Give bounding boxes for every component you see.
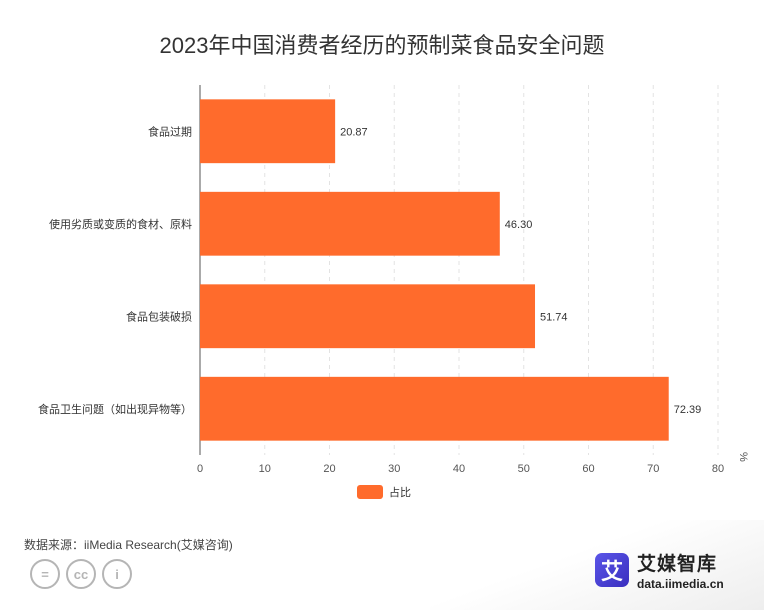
- x-tick-label: 30: [388, 463, 400, 475]
- x-axis-unit: %: [737, 452, 749, 462]
- data-label: 46.30: [505, 219, 533, 231]
- bar: [200, 376, 669, 441]
- no-derivatives-icon: =: [30, 559, 60, 589]
- attribution-icon: i: [102, 559, 132, 589]
- creative-commons-icon: cc: [66, 559, 96, 589]
- category-label: 食品包装破损: [126, 309, 192, 323]
- bar: [200, 191, 500, 256]
- legend-swatch: [357, 485, 383, 499]
- license-badges: = cc i: [30, 559, 138, 589]
- brand-logo-icon: 艾: [595, 553, 629, 587]
- x-tick-label: 50: [518, 463, 530, 475]
- bar: [200, 99, 336, 164]
- x-tick-label: 10: [259, 463, 271, 475]
- x-tick-label: 40: [453, 463, 465, 475]
- x-tick-label: 20: [323, 463, 335, 475]
- chart-title: 2023年中国消费者经历的预制菜食品安全问题: [159, 33, 605, 58]
- category-label: 使用劣质或变质的食材、原料: [49, 217, 192, 231]
- x-tick-label: 60: [582, 463, 594, 475]
- legend[interactable]: 占比: [357, 484, 411, 500]
- data-label: 72.39: [674, 404, 702, 416]
- data-label: 51.74: [540, 311, 568, 323]
- data-label: 20.87: [340, 126, 368, 138]
- data-source: 数据来源：iiMedia Research(艾媒咨询): [24, 538, 233, 552]
- x-tick-label: 80: [712, 463, 724, 475]
- legend-label: 占比: [389, 487, 411, 499]
- x-tick-label: 0: [197, 463, 203, 475]
- brand-url: data.iimedia.cn: [637, 577, 724, 591]
- bar-chart: 0 10 20 30 40 50 60 70 80% 食品过期 20.87 使用劣质或变质的食材、原料…: [38, 85, 749, 475]
- x-tick-label: 70: [647, 463, 659, 475]
- bar: [200, 284, 536, 349]
- category-label: 食品卫生问题（如出现异物等）: [38, 402, 192, 416]
- brand: 艾 艾媒智库 data.iimedia.cn: [595, 549, 724, 591]
- category-label: 食品过期: [148, 124, 192, 138]
- brand-name: 艾媒智库: [637, 554, 718, 575]
